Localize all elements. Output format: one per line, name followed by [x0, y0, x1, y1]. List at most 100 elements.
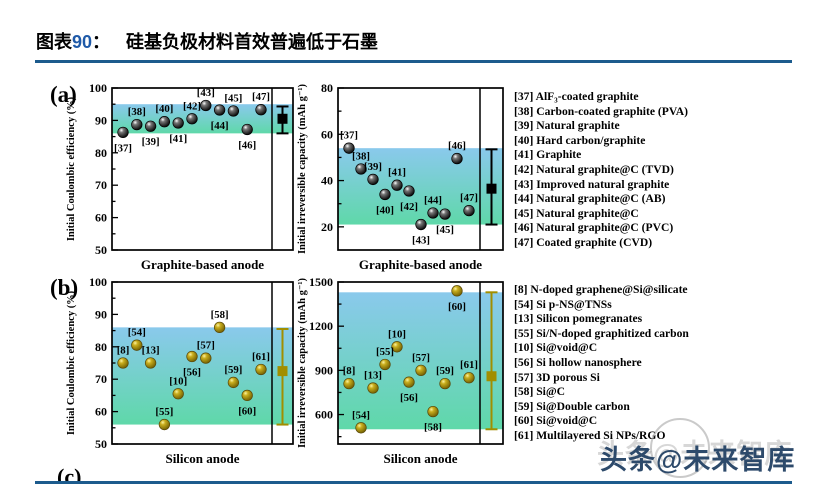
- svg-text:[61]: [61]: [252, 351, 270, 363]
- legend-item: [54] Si p-NS@TNSs: [514, 297, 612, 311]
- data-point: [439, 208, 451, 220]
- svg-text:[60]: [60]: [238, 405, 256, 417]
- svg-text:[58]: [58]: [211, 309, 229, 321]
- data-point: [213, 321, 226, 334]
- legend-item: [57] 3D porous Si: [514, 370, 600, 384]
- svg-text:40: 40: [321, 174, 333, 188]
- svg-text:80: 80: [95, 146, 107, 160]
- svg-text:[10]: [10]: [169, 375, 187, 387]
- y-axis-label: Initial irreversible capacity (mAh g⁻¹): [297, 277, 308, 448]
- data-point: [158, 116, 171, 128]
- data-point: [427, 405, 439, 418]
- data-point: [415, 364, 427, 377]
- point-labels: [37][38][39][40][41][42][43][44][45][46]…: [114, 87, 270, 154]
- scatter-plot: 50 60 70 80 90 100 [8] [54] [13] [55] [10][56] [57]…: [66, 275, 294, 466]
- svg-text:[58]: [58]: [424, 422, 442, 434]
- point-labels: [37][38][39][40][41][42][43][44][45][46]…: [340, 130, 478, 247]
- svg-text:[38]: [38]: [128, 106, 146, 118]
- svg-text:100: 100: [89, 275, 107, 289]
- legend-item: [39] Natural graphite: [514, 119, 620, 133]
- svg-text:[55]: [55]: [376, 346, 394, 358]
- svg-text:[56]: [56]: [183, 367, 201, 379]
- data-point: [427, 207, 439, 219]
- svg-text:80: 80: [95, 340, 107, 354]
- svg-text:90: 90: [95, 307, 107, 321]
- data-point: [451, 285, 463, 297]
- svg-text:[41]: [41]: [388, 167, 406, 179]
- scatter-plot: 600 900 1200 1500 [8] [54] [13] [55] [10] [56] [57…: [297, 275, 504, 466]
- plot-frame: [111, 281, 294, 445]
- svg-text:80: 80: [321, 81, 333, 95]
- point-labels: [8] [54] [13] [55] [10][56] [57] [58] [59] [60] […: [117, 309, 270, 418]
- svg-text:[40]: [40]: [376, 204, 394, 216]
- svg-text:100: 100: [89, 81, 107, 95]
- svg-text:90: 90: [95, 113, 107, 127]
- data-point: [343, 142, 355, 154]
- data-points: [117, 99, 267, 139]
- legend-item: [45] Natural graphite@C: [514, 206, 639, 220]
- data-point: [241, 389, 253, 402]
- data-point: [463, 205, 475, 217]
- data-points: [343, 142, 475, 231]
- legend-item: [46] Natural graphite@C (PVC): [514, 221, 674, 235]
- y-tick-labels: 50 60 70 80 90 100: [89, 81, 107, 257]
- svg-text:[42]: [42]: [400, 201, 418, 213]
- data-point: [415, 218, 427, 231]
- svg-text:60: 60: [95, 405, 107, 419]
- data-point: [355, 163, 367, 175]
- data-point: [200, 352, 212, 364]
- svg-text:[54]: [54]: [352, 409, 370, 421]
- legend-item: [55] Si/N-doped graphitized carbon: [514, 326, 689, 340]
- svg-text:600: 600: [315, 408, 333, 422]
- data-point: [117, 126, 129, 139]
- svg-text:1500: 1500: [309, 275, 333, 289]
- scatter-plot: 20 40 60 80 [37] [38][39] [40] [41] [42] [43] [44]…: [297, 81, 504, 272]
- y-tick-labels: 50 60 70 80 90 100: [89, 275, 107, 451]
- summary-marker: [276, 105, 289, 135]
- svg-text:[38]: [38]: [352, 151, 370, 163]
- highlight-band: [338, 148, 503, 225]
- svg-text:[39]: [39]: [142, 136, 160, 148]
- data-point: [186, 113, 198, 125]
- legend-item: [8] N-doped graphene@Si@silicate: [514, 283, 688, 296]
- data-point: [227, 376, 240, 389]
- panel-label-a: (a): [50, 82, 77, 107]
- data-point: [343, 377, 355, 390]
- svg-text:[45]: [45]: [436, 224, 454, 236]
- x-axis-label: Graphite-based anode: [359, 257, 482, 272]
- data-point: [186, 350, 198, 363]
- data-point: [172, 388, 184, 400]
- data-point: [391, 341, 403, 353]
- data-point: [403, 376, 415, 388]
- svg-text:[13]: [13]: [142, 345, 160, 357]
- chart-silicon-irreversible-capacity: 600 900 1200 1500 [8] [54] [13] [55] [10] [56] [57…: [296, 275, 510, 472]
- watermark-text: 头条@未来智库: [600, 445, 796, 475]
- svg-text:50: 50: [95, 437, 107, 451]
- svg-text:[59]: [59]: [436, 365, 454, 377]
- data-point: [241, 123, 253, 136]
- legend-item: [13] Silicon pomegranates: [514, 312, 643, 326]
- data-point: [355, 422, 367, 434]
- legend-item: [37] AlF₃-coated graphite: [514, 90, 639, 103]
- svg-text:[8]: [8]: [117, 345, 130, 357]
- data-points: [117, 321, 267, 431]
- data-point: [391, 179, 403, 191]
- data-points: [343, 285, 475, 434]
- panel-label-b: (b): [50, 275, 79, 300]
- legend-item: [60] Si@void@C: [514, 414, 598, 428]
- caption-number: 90: [72, 32, 93, 52]
- svg-text:[10]: [10]: [388, 328, 406, 340]
- data-point: [439, 377, 451, 390]
- svg-text:[60]: [60]: [448, 301, 466, 313]
- caption-colon: ：: [92, 32, 111, 52]
- highlight-band: [338, 292, 503, 430]
- legend-graphite-refs: [37] AlF₃-coated graphite [38] Carbon-coa…: [514, 90, 814, 251]
- svg-text:70: 70: [95, 372, 107, 386]
- legend-item: [40] Hard carbon/graphite: [514, 133, 646, 147]
- svg-text:[43]: [43]: [197, 87, 215, 99]
- svg-text:[54]: [54]: [128, 327, 146, 339]
- watermark-stamp-circle-icon: [650, 418, 710, 478]
- data-point: [117, 357, 129, 369]
- svg-text:[47]: [47]: [460, 192, 478, 204]
